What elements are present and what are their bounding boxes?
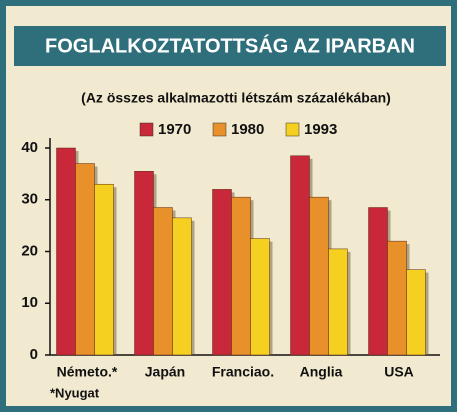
y-tick-label: 30: [21, 191, 38, 208]
bar: [368, 207, 388, 356]
bar: [75, 163, 95, 356]
bar: [153, 207, 173, 356]
chart-title: FOGLALKOZTATOTTSÁG AZ IPARBAN: [45, 34, 415, 57]
x-tick-label: Japán: [145, 364, 185, 380]
bar: [309, 196, 329, 356]
title-band: [14, 26, 446, 66]
bar: [290, 155, 310, 356]
y-tick-label: 20: [21, 242, 38, 259]
bar: [172, 217, 192, 356]
x-tick-label: Németo.*: [57, 364, 118, 380]
bar: [250, 238, 270, 356]
legend-label: 1980: [231, 121, 264, 138]
bar: [134, 171, 154, 356]
legend-swatch: [285, 122, 300, 137]
bar: [231, 196, 251, 356]
legend-label: 1970: [158, 121, 191, 138]
x-tick-label: Franciao.: [212, 364, 274, 380]
legend-swatch: [212, 122, 227, 137]
legend-swatch: [139, 122, 154, 137]
bar: [56, 147, 76, 356]
y-tick-label: 40: [21, 139, 38, 156]
y-tick-label: 0: [30, 346, 38, 363]
bar: [328, 248, 348, 356]
bar: [94, 183, 114, 356]
chart-subtitle: (Az összes alkalmazotti létszám százalék…: [81, 90, 391, 106]
footnote: *Nyugat: [50, 385, 100, 400]
x-tick-label: USA: [384, 364, 414, 380]
legend-label: 1993: [304, 121, 337, 138]
bar: [212, 189, 232, 356]
y-tick-label: 10: [21, 294, 38, 311]
bar: [406, 269, 426, 356]
x-tick-label: Anglia: [300, 364, 343, 380]
bar: [387, 240, 407, 356]
